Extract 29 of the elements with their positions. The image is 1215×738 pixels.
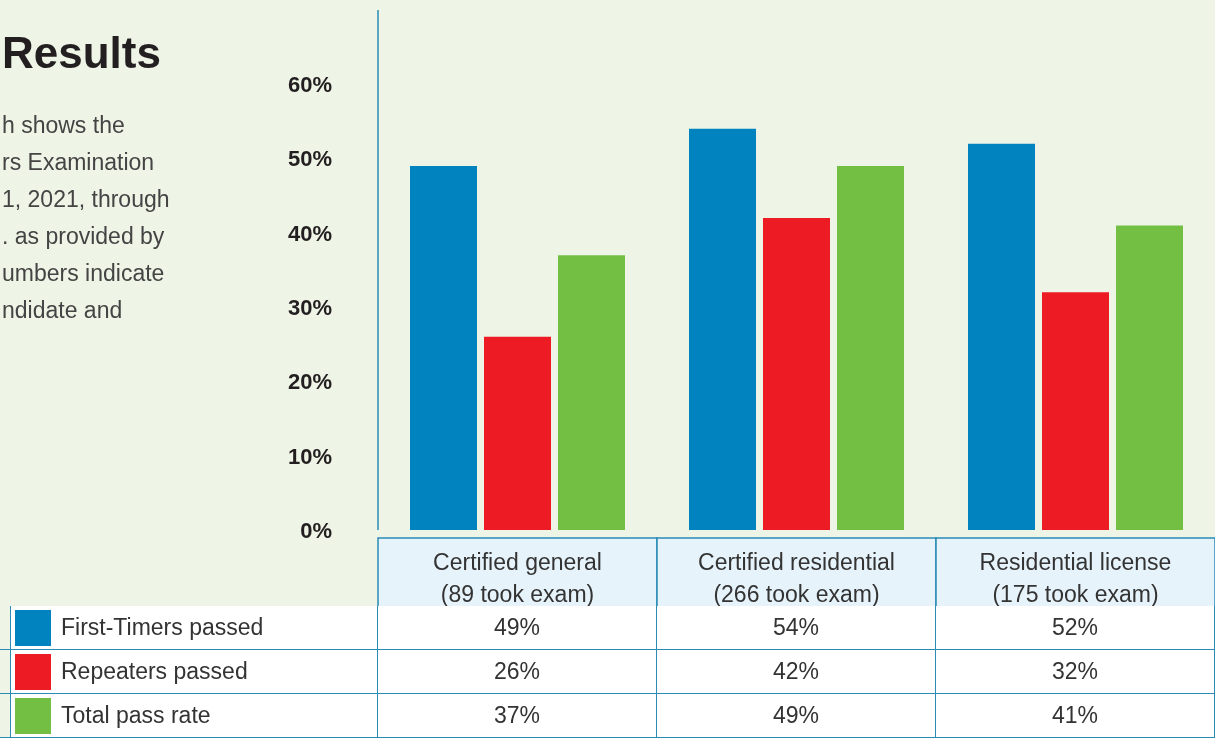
- text: umbers indicate: [2, 260, 165, 287]
- data-label: 49%: [378, 606, 657, 649]
- y-tick-label: 60%: [287, 72, 332, 98]
- data-label: 52%: [936, 606, 1215, 649]
- y-tick-label: 30%: [287, 294, 332, 320]
- data-label: 32%: [936, 650, 1215, 693]
- y-tick-label: 40%: [287, 220, 332, 246]
- data-label: 42%: [657, 650, 936, 693]
- data-label: 41%: [936, 694, 1215, 737]
- chart-title: Results: [2, 28, 161, 78]
- text: ndidate and: [2, 297, 123, 324]
- legend-label: Repeaters passed: [61, 658, 248, 685]
- legend-label: Total pass rate: [61, 702, 211, 729]
- x-tick-label: Certified residential (266 took exam): [698, 549, 895, 607]
- y-tick-label: 50%: [287, 146, 332, 172]
- data-label: 26%: [378, 650, 657, 693]
- text: . as provided by: [2, 223, 165, 250]
- data-label: 37%: [378, 694, 657, 737]
- data-label: 54%: [657, 606, 936, 649]
- y-tick-label: 0%: [300, 517, 332, 543]
- y-tick-label: 10%: [287, 443, 332, 469]
- data-label: 49%: [657, 694, 936, 737]
- x-tick-label: Certified general (89 took exam): [433, 549, 602, 607]
- text: 1, 2021, through: [2, 186, 170, 213]
- text: h shows the: [2, 112, 125, 139]
- legend-label: First-Timers passed: [61, 614, 264, 641]
- y-tick-label: 20%: [287, 369, 332, 395]
- text: rs Examination: [2, 149, 155, 176]
- x-tick-label: Residential license (175 took exam): [979, 549, 1172, 607]
